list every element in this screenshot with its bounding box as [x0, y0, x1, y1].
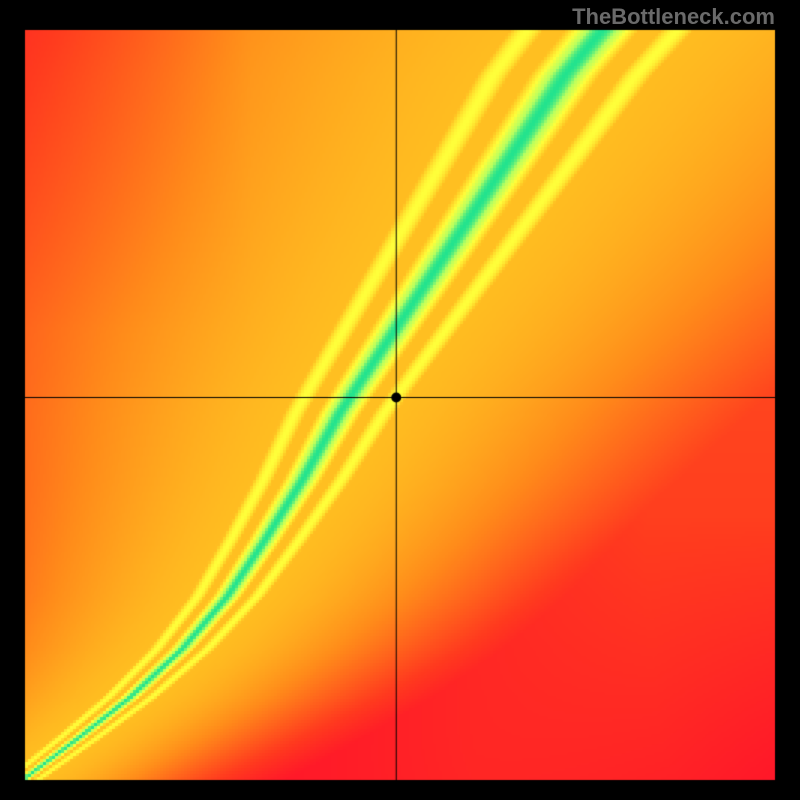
bottleneck-heatmap: [0, 0, 800, 800]
chart-container: { "watermark": { "text": "TheBottleneck.…: [0, 0, 800, 800]
